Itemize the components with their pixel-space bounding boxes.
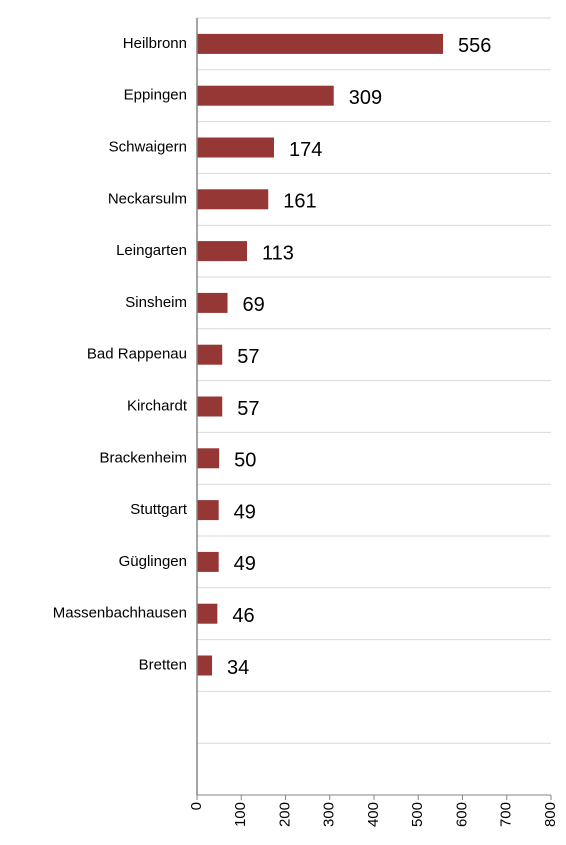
- y-tick-label: Bad Rappenau: [87, 346, 187, 363]
- y-tick-label: Schwaigern: [109, 138, 187, 155]
- x-tick-label: 600: [453, 802, 470, 827]
- value-label: 49: [234, 553, 256, 575]
- bar: [197, 396, 223, 417]
- y-tick-label: Stuttgart: [130, 501, 188, 518]
- bar: [197, 85, 334, 106]
- bar: [197, 189, 269, 210]
- x-tick-label: 400: [365, 802, 382, 827]
- value-label: 46: [232, 605, 254, 627]
- y-tick-label: Massenbachhausen: [53, 605, 187, 622]
- x-tick-label: 500: [409, 802, 426, 827]
- y-tick-label: Neckarsulm: [108, 190, 187, 207]
- value-label: 309: [349, 87, 382, 109]
- bar: [197, 137, 274, 158]
- y-tick-label: Sinsheim: [125, 294, 187, 311]
- bar: [197, 344, 223, 365]
- value-label: 69: [243, 294, 265, 316]
- y-tick-label: Brackenheim: [99, 449, 187, 466]
- y-tick-label: Kirchardt: [127, 397, 188, 414]
- value-label: 113: [262, 242, 294, 264]
- y-tick-label: Güglingen: [119, 553, 187, 570]
- bar: [197, 551, 219, 572]
- x-tick-label: 100: [232, 802, 249, 827]
- bar: [197, 500, 219, 521]
- y-tick-label: Leingarten: [116, 242, 187, 259]
- bar: [197, 292, 228, 313]
- y-tick-label: Eppingen: [124, 87, 187, 104]
- x-tick-label: 200: [276, 802, 293, 827]
- x-tick-label: 300: [321, 802, 338, 827]
- y-tick-label: Heilbronn: [123, 35, 187, 52]
- value-label: 57: [237, 346, 259, 368]
- x-tick-label: 0: [188, 802, 205, 810]
- y-tick-label: Bretten: [139, 656, 187, 673]
- value-label: 57: [237, 398, 259, 420]
- value-label: 34: [227, 657, 249, 679]
- bar: [197, 33, 444, 54]
- value-label: 556: [458, 35, 491, 57]
- bar: [197, 603, 218, 624]
- bar: [197, 655, 213, 676]
- value-label: 161: [283, 191, 316, 213]
- bar: [197, 448, 220, 469]
- value-label: 174: [289, 139, 322, 161]
- x-tick-label: 700: [498, 802, 515, 827]
- value-label: 50: [234, 450, 256, 472]
- x-tick-label: 800: [542, 802, 559, 827]
- bar: [197, 241, 248, 262]
- value-label: 49: [234, 501, 256, 523]
